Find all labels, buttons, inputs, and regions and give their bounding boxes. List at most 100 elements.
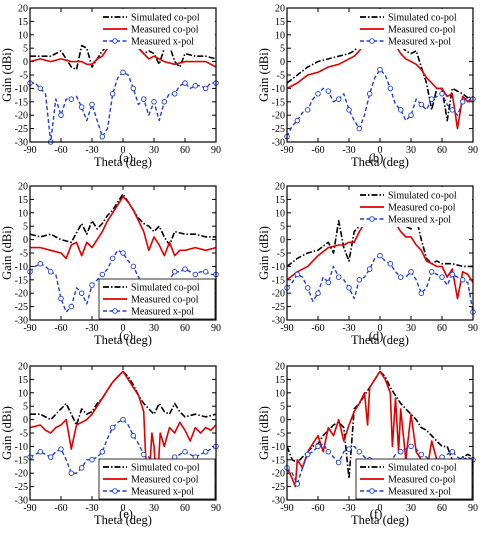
x-pol-marker (449, 271, 456, 278)
legend-box (355, 458, 473, 500)
x-pol-marker (202, 85, 209, 92)
x-pol-marker (78, 290, 85, 296)
legend-label: Measured co-pol (131, 295, 199, 306)
legend-marker (369, 38, 375, 44)
x-pol-marker (294, 481, 301, 487)
y-tick-label: 10 (275, 208, 285, 219)
legend-label: Measured co-pol (131, 25, 199, 36)
y-tick-label: -20 (15, 469, 28, 480)
y-tick-label: -30 (15, 316, 28, 327)
panel-letter: (a) (119, 151, 133, 165)
y-tick-label: -25 (272, 124, 285, 135)
y-tick-label: -15 (272, 455, 285, 466)
x-pol-marker (387, 260, 394, 267)
x-tick-label: 30 (406, 503, 416, 514)
x-axis-label: Theta (deg) (351, 513, 409, 527)
x-pol-marker (202, 449, 209, 455)
series-line-solid (30, 195, 216, 260)
plot-frame (29, 7, 217, 143)
legend-marker (112, 308, 118, 314)
y-tick-label: -5 (20, 429, 28, 440)
chart-panel-5: -90 -60 -30 0 30 60 90 20 15 10 5 0 -5 -10 -15 -20 -25 -3… (0, 362, 221, 528)
x-tick-label: -90 (280, 323, 293, 334)
x-pol-marker (58, 295, 64, 302)
y-axis-label: Gain (dBi) (257, 226, 271, 280)
x-tick-label: 90 (468, 503, 478, 514)
legend-label: Simulated co-pol (131, 463, 200, 474)
x-pol-marker (335, 274, 342, 280)
series-line-dashdot (30, 370, 216, 426)
y-tick-label: -20 (272, 469, 285, 480)
legend-label: Measured co-pol (131, 475, 199, 486)
x-tick-label: 90 (468, 323, 478, 334)
legend-label: Measured co-pol (388, 203, 456, 214)
x-pol-marker (120, 416, 126, 423)
x-tick-label: 60 (437, 323, 447, 334)
x-pol-marker (459, 277, 466, 283)
plot-frame (29, 185, 217, 321)
x-pol-marker (182, 266, 188, 272)
series-line-dashdot (30, 193, 216, 246)
x-pol-marker (78, 104, 85, 110)
x-tick-label: -60 (311, 323, 324, 334)
x-pol-marker (346, 446, 352, 452)
x-pol-marker (408, 443, 414, 450)
legend-label: Measured x-pol (131, 307, 194, 318)
x-tick-label: -30 (85, 145, 98, 156)
x-pol-marker (99, 449, 106, 455)
x-pol-marker (294, 271, 301, 278)
x-pol-marker (68, 303, 75, 310)
x-pol-marker (109, 91, 116, 97)
y-tick-label: -30 (15, 496, 28, 507)
x-axis-label: Theta (deg) (351, 333, 409, 347)
plot-frame (29, 365, 217, 501)
y-tick-label: 5 (23, 44, 28, 55)
x-tick-label: -60 (54, 503, 67, 514)
legend-label: Simulated co-pol (388, 463, 457, 474)
x-pol-marker (325, 88, 332, 94)
x-tick-label: 30 (149, 145, 159, 156)
x-tick-label: -90 (280, 145, 293, 156)
legend-label: Measured x-pol (388, 215, 451, 226)
x-tick-label: 90 (468, 145, 478, 156)
x-pol-marker (202, 269, 209, 275)
x-tick-label: 0 (121, 503, 126, 514)
x-tick-label: 0 (121, 145, 126, 156)
x-pol-marker (130, 85, 137, 92)
x-axis-label: Theta (deg) (94, 513, 152, 527)
x-tick-label: 60 (437, 503, 447, 514)
x-pol-marker (192, 82, 199, 89)
y-tick-label: 15 (18, 17, 28, 28)
y-tick-label: -15 (15, 275, 28, 286)
legend-label: Simulated co-pol (388, 13, 457, 24)
legend-label: Simulated co-pol (131, 283, 200, 294)
y-tick-label: 5 (280, 44, 285, 55)
x-tick-label: -30 (342, 323, 355, 334)
y-tick-label: -5 (277, 429, 285, 440)
x-pol-marker (439, 274, 445, 280)
x-pol-marker (120, 69, 126, 76)
y-tick-label: 10 (18, 208, 28, 219)
x-pol-marker (192, 271, 199, 278)
series-line-dash-circle (30, 71, 216, 142)
x-pol-marker (68, 96, 75, 102)
x-pol-marker (99, 133, 106, 140)
y-tick-label: -15 (272, 97, 285, 108)
y-tick-label: -15 (15, 455, 28, 466)
y-tick-label: -30 (272, 496, 285, 507)
x-pol-marker (294, 117, 301, 124)
y-tick-label: 10 (18, 30, 28, 41)
y-tick-label: 20 (275, 182, 285, 193)
y-tick-label: 20 (18, 182, 28, 193)
legend-label: Measured co-pol (388, 475, 456, 486)
x-pol-marker (459, 99, 466, 105)
x-pol-marker (428, 96, 435, 102)
y-tick-label: 0 (280, 57, 285, 68)
y-tick-label: -15 (15, 97, 28, 108)
y-tick-label: -15 (272, 275, 285, 286)
x-tick-label: -30 (85, 503, 98, 514)
